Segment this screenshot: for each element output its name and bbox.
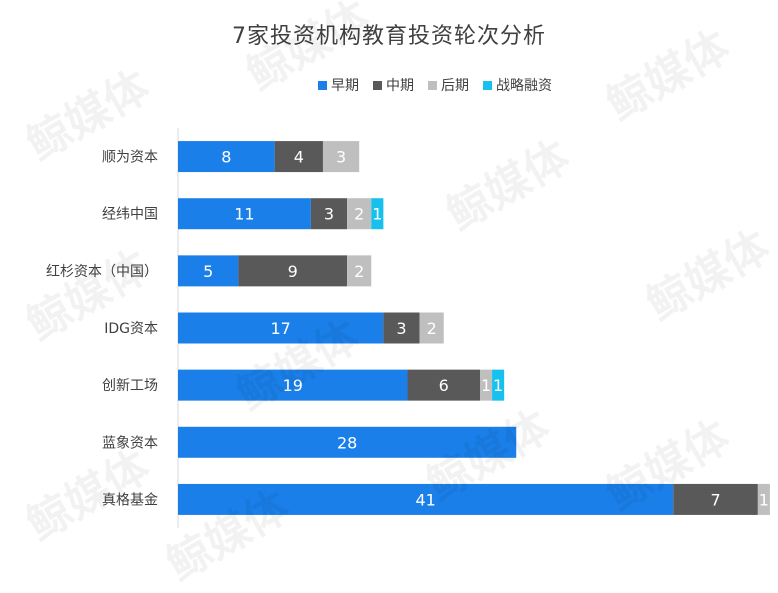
category-label-3: IDG资本 [104,321,158,337]
data-label-2-2: 2 [354,262,364,281]
data-label-5-0: 28 [337,433,357,452]
bar-4-1 [407,369,480,401]
data-label-0-2: 3 [336,148,346,167]
data-label-0-0: 8 [221,148,231,167]
bar-1-2 [347,198,372,230]
legend-label-3: 战略融资 [496,78,552,94]
legend: 早期 中期 后期 战略融资 [318,75,552,95]
bar-0-2 [322,141,360,173]
bar-5-0 [178,426,517,458]
data-label-1-2: 2 [354,205,364,224]
data-label-1-1: 3 [324,205,334,224]
data-label-6-1: 7 [710,490,720,509]
legend-label-2: 后期 [441,78,469,94]
legend-item-0: 早期 [318,75,359,95]
data-label-4-0: 19 [283,376,303,395]
legend-swatch-1 [373,80,382,90]
legend-swatch-0 [318,80,327,90]
bar-0-1 [274,141,323,173]
bar-0-0 [178,141,275,173]
bar-6-0 [178,483,674,515]
data-label-1-0: 11 [234,205,254,224]
data-label-0-1: 4 [294,148,304,167]
category-label-6: 真格基金 [102,491,158,508]
data-label-6-0: 41 [415,490,435,509]
bar-2-1 [238,255,348,287]
data-label-1-3: 1 [372,205,382,224]
category-label-1: 经纬中国 [102,207,158,223]
legend-item-3: 战略融资 [483,75,552,95]
data-label-3-1: 3 [396,319,406,338]
bar-1-0 [178,198,311,230]
data-label-3-2: 2 [427,319,437,338]
data-label-2-1: 9 [288,262,298,281]
legend-label-1: 中期 [386,78,414,94]
bar-2-2 [347,255,372,287]
category-label-0: 顺为资本 [102,150,158,166]
bar-6-1 [673,483,758,515]
legend-swatch-2 [428,80,437,90]
bar-2-0 [178,255,239,287]
category-label-5: 蓝象资本 [102,435,158,451]
bar-1-1 [310,198,348,230]
bar-4-2 [480,369,493,401]
data-label-4-2: 1 [481,376,491,395]
data-label-4-3: 1 [493,376,503,395]
bar-3-2 [419,312,444,344]
data-label-4-1: 6 [439,376,449,395]
bar-6-2 [757,483,770,515]
category-label-2: 红杉资本（中国） [46,264,158,280]
chart-title: 7家投资机构教育投资轮次分析 [232,24,546,49]
bar-4-3 [492,369,505,401]
data-label-3-0: 17 [271,319,291,338]
bar-3-1 [383,312,420,344]
legend-label-0: 早期 [331,78,359,94]
data-label-2-0: 5 [203,262,213,281]
legend-item-1: 中期 [373,75,414,95]
bar-4-0 [178,369,408,401]
bar-1-3 [371,198,384,230]
legend-item-2: 后期 [428,75,469,95]
data-label-6-2: 1 [759,490,769,509]
legend-swatch-3 [483,80,492,90]
bar-3-0 [178,312,384,344]
category-label-4: 创新工场 [102,378,158,394]
